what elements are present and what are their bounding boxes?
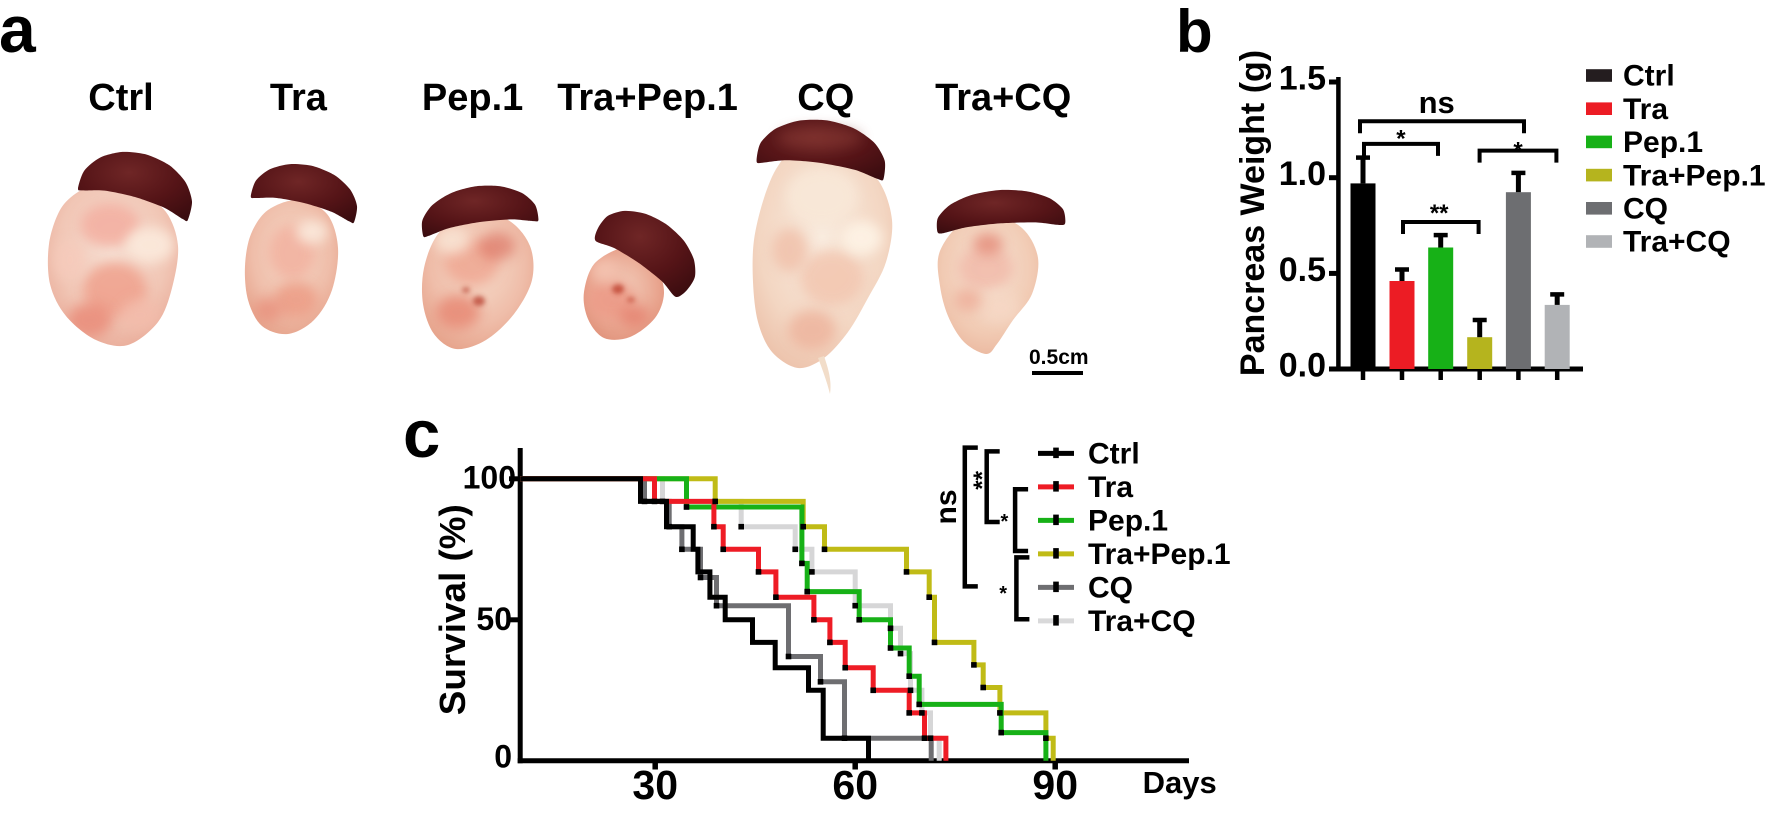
svg-text:*: *: [1396, 125, 1406, 152]
svg-text:Tra: Tra: [270, 77, 328, 119]
svg-text:Ctrl: Ctrl: [1088, 438, 1140, 471]
svg-text:Tra: Tra: [1623, 93, 1668, 126]
svg-text:Tra+CQ: Tra+CQ: [935, 77, 1071, 119]
svg-text:Ctrl: Ctrl: [88, 77, 153, 119]
svg-text:**: **: [969, 470, 996, 489]
svg-text:0: 0: [494, 738, 512, 774]
svg-text:60: 60: [832, 762, 878, 808]
svg-text:a: a: [0, 0, 37, 66]
svg-text:Days: Days: [1143, 765, 1217, 800]
svg-text:0.5: 0.5: [1279, 251, 1326, 289]
svg-text:**: **: [1430, 200, 1449, 227]
svg-text:0.5cm: 0.5cm: [1029, 346, 1089, 369]
svg-text:CQ: CQ: [1623, 193, 1668, 226]
svg-text:c: c: [403, 397, 440, 472]
svg-text:CQ: CQ: [797, 77, 854, 119]
svg-text:b: b: [1176, 0, 1213, 65]
svg-text:0.0: 0.0: [1279, 347, 1326, 385]
svg-text:*: *: [1513, 138, 1523, 165]
svg-text:Pep.1: Pep.1: [1623, 126, 1703, 159]
svg-text:Tra+Pep.1: Tra+Pep.1: [1088, 538, 1231, 571]
svg-text:1.5: 1.5: [1279, 60, 1326, 98]
svg-text:Pancreas Weight (g): Pancreas Weight (g): [1234, 50, 1272, 376]
svg-text:Survival (%): Survival (%): [432, 504, 473, 715]
svg-text:Tra+CQ: Tra+CQ: [1623, 226, 1731, 259]
svg-text:Tra+CQ: Tra+CQ: [1088, 605, 1196, 638]
svg-text:*: *: [999, 583, 1007, 605]
svg-text:*: *: [1001, 511, 1009, 533]
svg-text:Pep.1: Pep.1: [1088, 505, 1168, 538]
svg-text:Pep.1: Pep.1: [422, 77, 523, 119]
svg-text:ns: ns: [1419, 85, 1455, 120]
svg-text:Tra+Pep.1: Tra+Pep.1: [1623, 159, 1766, 192]
svg-text:100: 100: [463, 459, 516, 495]
svg-text:1.0: 1.0: [1279, 155, 1326, 193]
svg-text:30: 30: [632, 762, 678, 808]
svg-text:90: 90: [1032, 762, 1078, 808]
svg-text:ns: ns: [930, 489, 963, 524]
svg-text:50: 50: [476, 601, 512, 637]
svg-text:Tra: Tra: [1088, 471, 1133, 504]
svg-text:CQ: CQ: [1088, 572, 1133, 605]
svg-text:Tra+Pep.1: Tra+Pep.1: [557, 77, 738, 119]
svg-text:Ctrl: Ctrl: [1623, 60, 1675, 93]
